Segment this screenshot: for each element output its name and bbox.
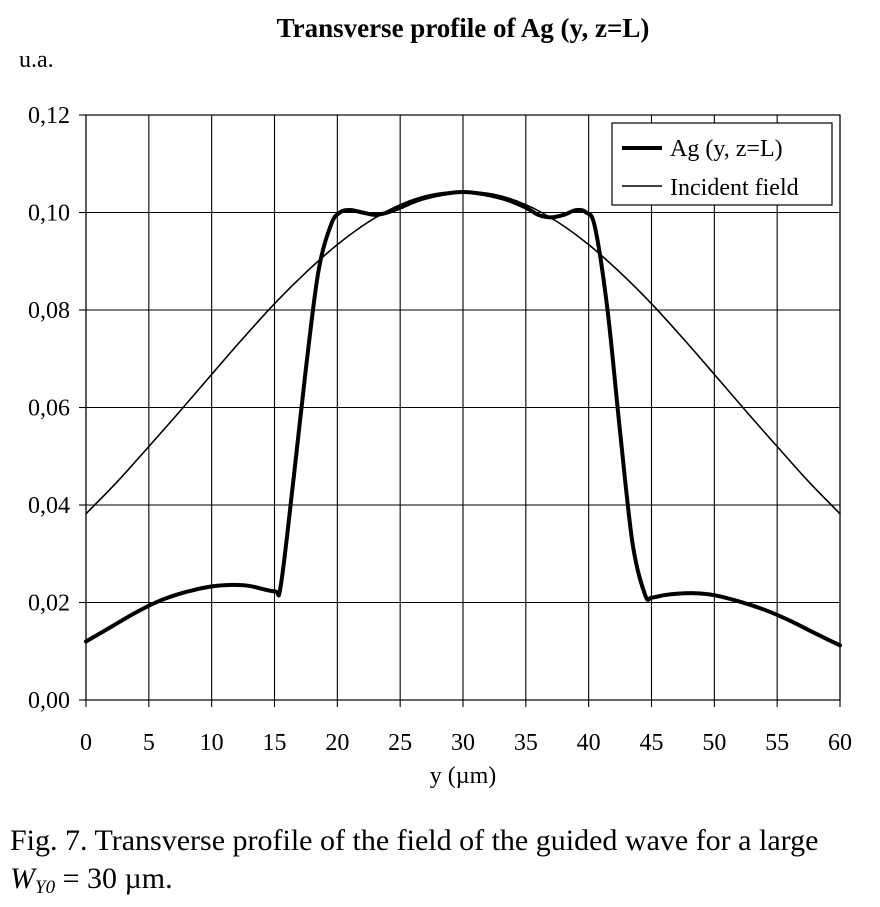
x-tick-label: 60: [828, 730, 852, 756]
x-tick-label: 55: [765, 730, 789, 756]
x-tick-label: 5: [143, 730, 155, 756]
caption-variable: W: [10, 862, 35, 895]
y-tick-label: 0,02: [28, 591, 70, 617]
legend-label-incident: Incident field: [670, 175, 799, 201]
y-tick-label: 0,12: [28, 103, 70, 129]
series-layer: [84, 190, 842, 648]
tick-labels: 0 5 10 15 20 25 30 35 40 45 50 55 60 0,00 0,02 0,04 0,06…: [28, 103, 852, 756]
caption-subscript: Y0: [35, 877, 56, 898]
caption-prefix: Fig. 7. Transverse profile of the field …: [10, 824, 819, 857]
y-tick-label: 0,00: [28, 688, 70, 714]
x-tick-label: 0: [80, 730, 92, 756]
plot-frame: [85, 114, 841, 701]
y-tick-label: 0,04: [28, 493, 70, 519]
x-tick-label: 50: [702, 730, 726, 756]
x-tick-label: 30: [451, 730, 475, 756]
y-tick-label: 0,08: [28, 298, 70, 324]
y-tick-label: 0,06: [28, 396, 70, 422]
y-axis-label: u.a.: [19, 47, 54, 73]
x-tick-label: 25: [388, 730, 412, 756]
caption-suffix: = 30 µm.: [55, 862, 173, 895]
chart-title: Transverse profile of Ag (y, z=L): [277, 13, 650, 43]
x-tick-label: 10: [200, 730, 224, 756]
x-tick-label: 40: [577, 730, 601, 756]
x-tick-label: 35: [514, 730, 538, 756]
x-tick-label: 20: [325, 730, 349, 756]
figure-caption: Fig. 7. Transverse profile of the field …: [10, 822, 870, 907]
series-line-ag: [84, 190, 842, 648]
legend: Ag (y, z=L) Incident field: [611, 122, 833, 206]
x-axis-label: y (µm): [430, 763, 496, 789]
x-tick-label: 45: [640, 730, 664, 756]
x-tick-label: 15: [263, 730, 287, 756]
chart: Transverse profile of Ag (y, z=L) u.a. 0…: [19, 13, 852, 789]
legend-box: [611, 122, 833, 206]
legend-label-ag: Ag (y, z=L): [670, 136, 783, 162]
y-tick-label: 0,10: [28, 201, 70, 227]
